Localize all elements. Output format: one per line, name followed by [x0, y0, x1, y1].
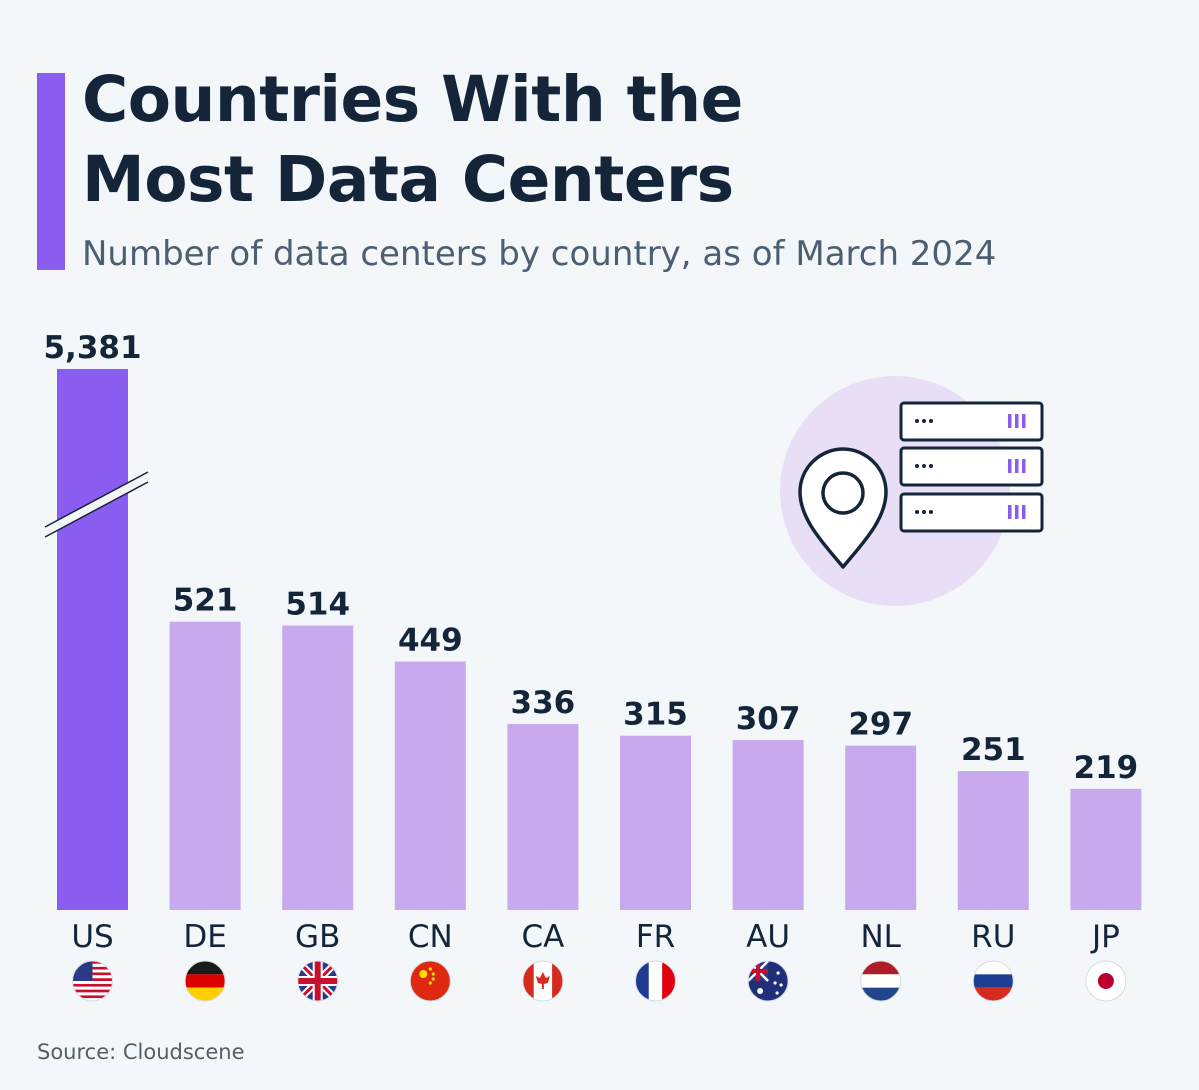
flag-au-icon: [747, 960, 789, 1002]
value-label: 307: [736, 701, 801, 737]
bar-nl: [845, 745, 917, 910]
value-label: 521: [173, 583, 238, 619]
value-label: 251: [961, 732, 1026, 768]
value-label: 315: [623, 697, 688, 733]
value-label: 514: [285, 587, 350, 623]
flag-nl-icon: [860, 960, 902, 1002]
flag-ru-icon: [972, 960, 1014, 1002]
flag-cn-icon: [409, 960, 451, 1002]
category-label: CA: [521, 919, 564, 955]
bar-gb: [282, 625, 354, 910]
category-label: JP: [1090, 919, 1120, 955]
category-label: US: [71, 919, 113, 955]
bar-de: [169, 621, 241, 910]
server-unit: [899, 492, 1044, 533]
value-label: 219: [1074, 750, 1139, 786]
bar-jp: [1070, 788, 1142, 910]
flag-de-icon: [184, 960, 226, 1002]
value-label: 297: [848, 707, 913, 743]
axis-break-line: [44, 481, 149, 538]
chart-subtitle: Number of data centers by country, as of…: [82, 234, 997, 274]
flag-jp-icon: [1085, 960, 1127, 1002]
axis-break-line: [44, 471, 149, 528]
title-line-2: Most Data Centers: [82, 143, 734, 216]
server-rack-icon: [899, 401, 1044, 533]
flag-gb-icon: [297, 960, 339, 1002]
bar-us: [57, 369, 128, 910]
category-label: AU: [746, 919, 790, 955]
bar-ca: [507, 724, 579, 910]
server-unit: [899, 446, 1044, 487]
bar-ru: [957, 771, 1029, 910]
source-note: Source: Cloudscene: [37, 1040, 245, 1064]
category-label: DE: [183, 919, 226, 955]
flag-us-icon: [72, 960, 113, 1002]
flag-ca-icon: [522, 960, 564, 1002]
bar-chart: 5,381 US 521 DE 514 GB 449 CN 336 CA 315 FR 307 AU 297…: [43, 330, 1142, 1002]
flag-fr-icon: [635, 960, 676, 1002]
category-label: FR: [636, 919, 675, 955]
chart-title: Countries With the Most Data Centers: [82, 60, 743, 220]
server-unit: [899, 401, 1044, 442]
bar-fr: [620, 735, 691, 910]
value-label: 5,381: [43, 330, 141, 366]
category-label: CN: [408, 919, 453, 955]
category-label: GB: [295, 919, 340, 955]
axis-break-mark: [45, 472, 148, 537]
value-label: 449: [398, 623, 463, 659]
bar-cn: [394, 661, 466, 910]
category-label: NL: [860, 919, 901, 955]
category-label: RU: [971, 919, 1015, 955]
bar-au: [732, 740, 804, 910]
map-pin-icon: [798, 447, 888, 569]
value-label: 336: [511, 685, 576, 721]
title-accent-bar: [37, 73, 65, 270]
title-line-1: Countries With the: [82, 63, 743, 136]
data-center-illustration: [780, 376, 1044, 606]
